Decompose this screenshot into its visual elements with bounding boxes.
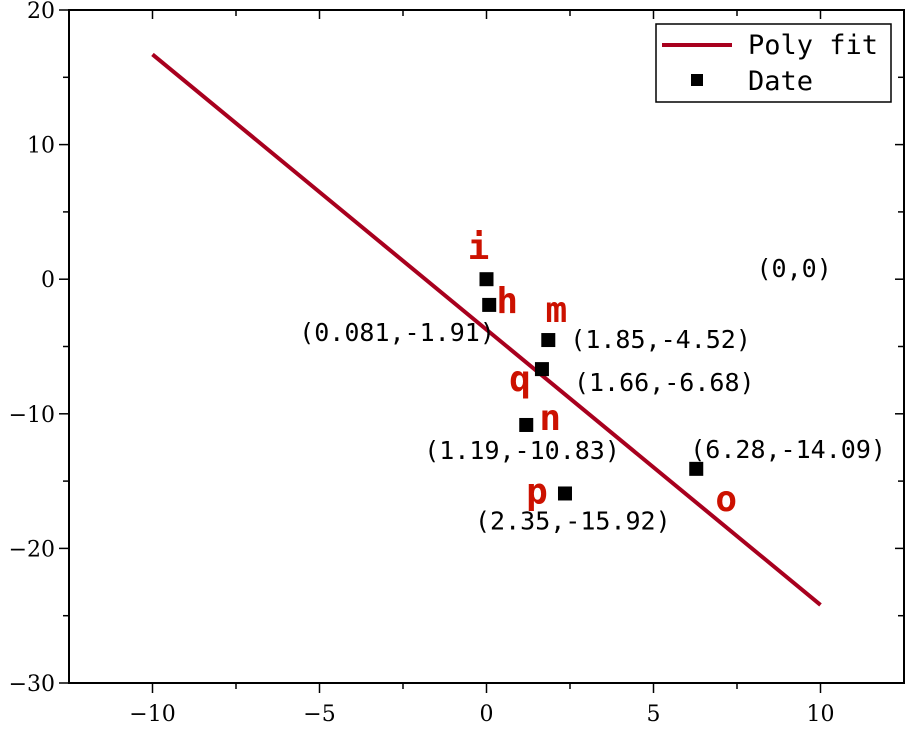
x-tick-label: 10: [807, 702, 835, 727]
data-point: [482, 297, 497, 312]
y-tick-label: 10: [27, 134, 55, 159]
coordinate-label: (0.081,-1.91): [299, 318, 495, 347]
point-letters: ih mqn o p: [468, 227, 737, 520]
legend-box: [655, 23, 892, 103]
x-tick-label: −10: [129, 702, 175, 727]
coordinate-label: (2.35,-15.92): [475, 506, 671, 535]
point-letter-label: q: [509, 359, 531, 400]
coordinate-label: (6.28,-14.09): [690, 435, 886, 464]
data-point: [534, 362, 549, 377]
y-tick-label: 20: [27, 0, 55, 24]
data-point: [479, 272, 494, 287]
coordinate-label: (1.19,-10.83): [424, 436, 620, 465]
y-tick-label: −10: [9, 403, 55, 428]
point-coordinates: (0,0) (0.081,-1.91) (1.85,-4.52) (1.66,-6.6…: [299, 254, 886, 535]
data-point: [519, 417, 534, 432]
x-tick-label: −5: [303, 702, 335, 727]
legend-marker-swatch: [691, 74, 703, 86]
tick-labels: −10 −5 0 5 10 −30 −20 −10 0 10 20: [9, 0, 835, 727]
point-letter-label: i: [468, 227, 490, 268]
legend-label-poly-fit: Poly fit: [748, 30, 878, 61]
points: [479, 272, 704, 501]
point-letter-label: n: [539, 398, 561, 439]
fit-line-group: [151, 52, 822, 607]
y-tick-label: −20: [9, 537, 55, 562]
coordinate-label: (0,0): [757, 254, 832, 283]
point-letter-label: h: [496, 281, 518, 322]
x-tick-label: 0: [480, 702, 494, 727]
data-point: [541, 333, 556, 348]
point-letter-label: m: [545, 290, 567, 331]
x-tick-label: 5: [647, 702, 661, 727]
ticks: [59, 9, 904, 693]
point-letter-label: p: [526, 471, 548, 512]
coordinate-label: (1.66,-6.68): [574, 368, 755, 397]
legend-label-date: Date: [748, 66, 813, 97]
point-letter-label: o: [715, 479, 737, 520]
data-point: [557, 486, 572, 501]
coordinate-label: (1.85,-4.52): [570, 325, 751, 354]
legend: Poly fit Date: [655, 23, 892, 103]
y-tick-label: −30: [9, 672, 55, 697]
data-point: [689, 461, 704, 476]
y-tick-label: 0: [41, 268, 55, 293]
poly-fit-line: [151, 52, 822, 607]
